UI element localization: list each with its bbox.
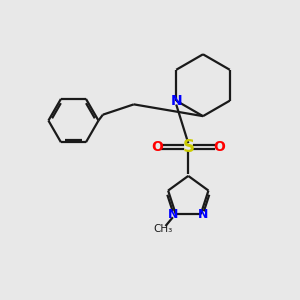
- Text: O: O: [152, 140, 163, 154]
- Text: O: O: [213, 140, 225, 154]
- Text: CH₃: CH₃: [153, 224, 172, 234]
- Text: N: N: [198, 208, 208, 221]
- Text: S: S: [182, 138, 194, 156]
- Text: N: N: [168, 208, 178, 221]
- Text: N: N: [170, 94, 182, 108]
